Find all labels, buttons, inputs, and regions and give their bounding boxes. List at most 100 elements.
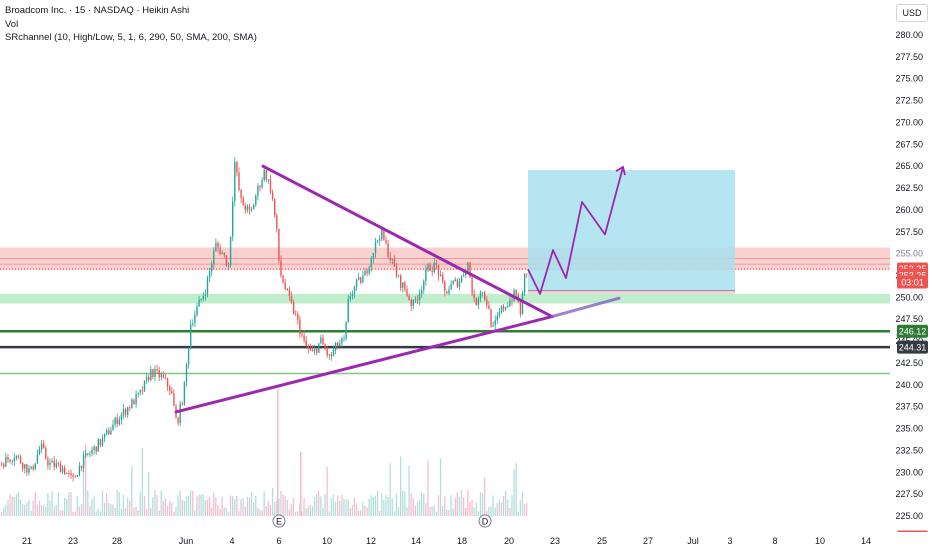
volume-bar (523, 504, 526, 516)
candle (477, 298, 480, 305)
volume-bar (162, 500, 164, 516)
volume-bar (276, 500, 278, 516)
x-tick-label: 25 (597, 536, 607, 546)
candle (3, 464, 5, 467)
candle (305, 340, 307, 347)
volume-bar (145, 509, 148, 516)
volume-bar (221, 496, 223, 516)
volume-bar (431, 506, 433, 516)
volume-bar (410, 493, 412, 516)
volume-bar (120, 509, 122, 516)
volume-bar (1, 511, 3, 516)
volume-bar (305, 508, 307, 516)
y-tick-label: 267.50 (895, 139, 923, 149)
candle (423, 280, 425, 291)
volume-bar (303, 497, 305, 516)
candle (523, 273, 526, 293)
volume-bar (255, 496, 257, 516)
volume-bar (364, 505, 366, 516)
candle (200, 298, 202, 300)
lower-trendline (174, 315, 554, 414)
candle (301, 334, 303, 336)
candle (381, 229, 383, 240)
candle (97, 439, 99, 452)
candle (53, 460, 55, 467)
volume-bar (99, 511, 101, 516)
candle (320, 337, 322, 344)
x-tick-label: 12 (366, 536, 376, 546)
candle (80, 465, 83, 468)
event-marker-d[interactable]: D (478, 514, 492, 528)
volume-bar (236, 495, 238, 516)
candle (196, 306, 198, 316)
volume-bar (282, 494, 284, 516)
chart-legend: Broadcom Inc. · 15 · NASDAQ · Heikin Ash… (5, 4, 257, 45)
volume-bar (112, 504, 114, 516)
volume-bar (437, 495, 440, 516)
volume-bar (498, 499, 500, 516)
volume-bar (339, 501, 341, 516)
volume-bar (402, 490, 404, 516)
candle (253, 204, 255, 210)
volume-bar (24, 504, 26, 516)
candle (463, 275, 465, 277)
candle (227, 265, 230, 267)
volume-bar (133, 507, 135, 516)
volume-bar (349, 508, 351, 516)
volume-bar (11, 496, 13, 516)
candle (364, 270, 366, 276)
stop-box (528, 290, 735, 294)
candle (59, 463, 62, 473)
candle (135, 394, 137, 405)
candles-layer (1, 157, 528, 482)
volume-legend[interactable]: Vol (5, 18, 19, 30)
volume-bar (507, 499, 509, 516)
volume-bar (181, 499, 183, 516)
candle (326, 349, 328, 356)
volume-bar (387, 496, 389, 516)
candle (481, 292, 484, 293)
volume-bar (301, 511, 303, 516)
volume-bar (158, 510, 160, 516)
event-marker-label: E (276, 517, 282, 527)
candle (89, 453, 91, 455)
volume-bar (379, 511, 381, 516)
candle (32, 466, 34, 470)
y-tick-label: 275.00 (895, 74, 923, 84)
candle (307, 346, 309, 349)
volume-bar (3, 507, 5, 516)
candle (206, 277, 209, 295)
volume-bar (9, 494, 11, 516)
volume-bar (500, 503, 503, 516)
volume-bar (492, 495, 494, 516)
candle (150, 369, 152, 381)
trendlines-layer (174, 164, 626, 414)
candle (450, 283, 452, 290)
event-marker-e[interactable]: E (272, 514, 286, 528)
volume-bar (93, 496, 95, 516)
currency-button[interactable]: USD (896, 4, 928, 22)
candle (124, 409, 127, 415)
volume-bar (106, 492, 108, 516)
price-label: 03:01 (897, 275, 928, 289)
candle (444, 281, 446, 292)
volume-bar (290, 504, 293, 516)
symbol-title[interactable]: Broadcom Inc. · 15 · NASDAQ · Heikin Ash… (5, 5, 190, 16)
candle (9, 459, 11, 462)
volume-bar (185, 496, 188, 516)
volume-bar (278, 498, 280, 516)
indicator-legend[interactable]: SRchannel (10, High/Low, 5, 1, 6, 290, 5… (5, 32, 257, 43)
volume-bar (381, 493, 383, 516)
candle (158, 370, 160, 378)
candle (166, 378, 169, 387)
candle (145, 376, 148, 381)
volume-bar (110, 504, 112, 516)
candle (318, 343, 320, 353)
candle (116, 417, 118, 425)
volume-bar (515, 463, 517, 516)
x-tick-label: 10 (322, 536, 332, 546)
x-tick-label: 8 (772, 536, 777, 546)
volume-bar (332, 494, 335, 516)
